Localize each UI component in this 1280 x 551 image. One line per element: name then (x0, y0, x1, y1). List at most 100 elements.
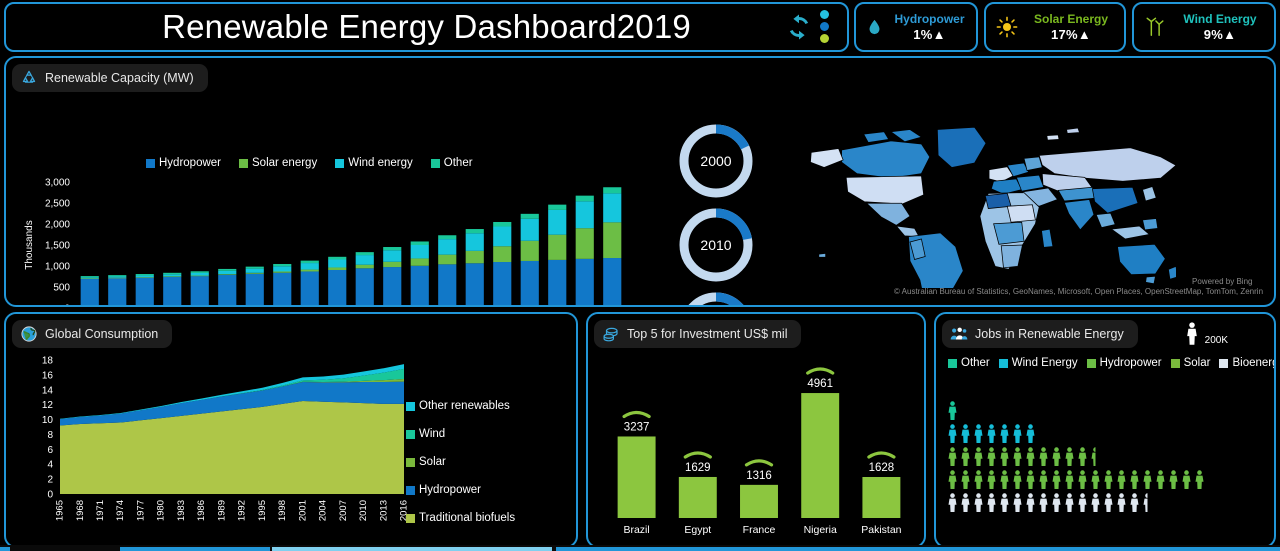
jobs-legend-item-hydropower[interactable]: Hydropower (1086, 357, 1162, 369)
legend-item-solar-energy[interactable]: Solar energy (239, 157, 317, 169)
globe-icon (21, 326, 37, 342)
person-icon (961, 493, 970, 512)
legend-label-solar: Solar (419, 456, 446, 468)
legend-item-other-renewables[interactable]: Other renewables (406, 400, 515, 412)
legend-item-wind-energy[interactable]: Wind energy (335, 157, 413, 169)
svg-text:1989: 1989 (216, 500, 227, 521)
person-icon (1130, 470, 1139, 489)
legend-swatch-solar-energy (239, 158, 248, 168)
svg-text:500: 500 (53, 283, 70, 294)
recycle-icon (22, 70, 36, 83)
dashboard-title-bar: Renewable Energy Dashboard2019 (4, 2, 849, 52)
jobs-legend-item-solar[interactable]: Solar (1170, 357, 1210, 369)
legend-label-solar-energy: Solar energy (252, 157, 318, 169)
water-drop-icon (869, 19, 880, 35)
legend-swatch-solar (406, 457, 415, 467)
person-icon (961, 447, 970, 466)
jobs-pictogram-chart[interactable] (946, 400, 1206, 513)
legend-item-solar[interactable]: Solar (406, 456, 515, 468)
svg-text:1968: 1968 (75, 500, 86, 521)
jobs-title: Jobs in Renewable Energy (975, 327, 1124, 341)
person-icon (948, 401, 957, 420)
kpi-card-wind-energy[interactable]: Wind Energy 9%▲ (1132, 2, 1276, 52)
donut-2019[interactable]: 2019 (675, 288, 757, 305)
renewable-capacity-panel: Renewable Capacity (MW) Hydropower Solar… (4, 56, 1276, 307)
person-icon (948, 424, 957, 443)
svg-text:1629: 1629 (685, 462, 711, 474)
person-icon (1091, 493, 1100, 512)
jobs-pictogram-row-solar[interactable] (946, 469, 1206, 490)
kpi-value-wind-energy: 9%▲ (1203, 26, 1237, 42)
svg-text:1628: 1628 (869, 462, 895, 474)
legend-label-traditional-biofuels: Traditional biofuels (419, 512, 516, 524)
person-icon (987, 447, 996, 466)
jobs-legend-item-bioenergy[interactable]: Bioenergy (1219, 357, 1274, 369)
svg-text:1965: 1965 (55, 500, 66, 521)
jobs-pictogram-row-bioenergy[interactable] (946, 492, 1206, 513)
jobs-legend-label-wind-energy: Wind Energy (1011, 357, 1078, 369)
brand-logo (784, 10, 829, 43)
svg-text:Pakistan: Pakistan (861, 524, 901, 536)
jobs-unit-label: 200K (1204, 335, 1228, 346)
svg-text:2: 2 (47, 475, 53, 486)
person-icon (1000, 424, 1009, 443)
svg-text:3,000: 3,000 (45, 178, 70, 189)
brand-dot-1 (820, 10, 829, 19)
jobs-legend-swatch-other (948, 358, 957, 368)
jobs-pictogram-row-other[interactable] (946, 400, 1206, 421)
person-icon (974, 424, 983, 443)
page-title: Renewable Energy Dashboard2019 (162, 8, 691, 45)
renewable-capacity-header: Renewable Capacity (MW) (12, 64, 208, 92)
jobs-legend-label-hydropower: Hydropower (1099, 357, 1162, 369)
refresh-sync-icon[interactable] (784, 12, 814, 42)
legend-swatch-hydropower (146, 158, 155, 168)
person-icon (1104, 470, 1113, 489)
global-consumption-chart[interactable]: 0 2 4 6 8 10 12 14 16 18 1965 1968 1971 1974 1977 1980 1… (14, 356, 414, 546)
legend-item-other[interactable]: Other (430, 157, 473, 169)
kpi-card-hydropower[interactable]: Hydropower 1%▲ (854, 2, 978, 52)
person-icon (1078, 447, 1087, 466)
person-icon (1078, 493, 1087, 512)
svg-text:16: 16 (42, 370, 54, 381)
person-icon (987, 493, 996, 512)
percent-renewable-donuts: 200020102019%Renewable (661, 120, 773, 305)
jobs-renewable-energy-panel: Jobs in Renewable Energy 200K Other Wind … (934, 312, 1276, 548)
person-icon (1065, 447, 1074, 466)
person-icon (1156, 470, 1165, 489)
top5-investment-chart[interactable]: 3237 Brazil 1629 Egypt 1316 France 4961 Nigeria… (592, 354, 922, 544)
svg-text:3237: 3237 (624, 421, 650, 433)
person-icon (948, 447, 957, 466)
bottom-strip-seg-2 (120, 547, 270, 551)
person-icon (1052, 470, 1061, 489)
person-icon (1039, 447, 1048, 466)
brand-dots (820, 10, 829, 43)
jobs-pictogram-row-wind-energy[interactable] (946, 423, 1206, 444)
kpi-card-solar-energy[interactable]: Solar Energy 17%▲ (984, 2, 1126, 52)
legend-label-other: Other (443, 157, 473, 169)
kpi-label-solar-energy: Solar Energy (1033, 11, 1109, 26)
jobs-legend-item-other[interactable]: Other (948, 357, 990, 369)
jobs-legend-item-wind-energy[interactable]: Wind Energy (998, 357, 1078, 369)
person-icon (1065, 493, 1074, 512)
svg-text:14: 14 (42, 385, 54, 396)
renewable-capacity-chart[interactable]: 05001,0001,5002,0002,5003,000Thousands20… (18, 176, 638, 307)
donut-2010[interactable]: 2010 (675, 204, 757, 286)
donut-2000[interactable]: 2000 (675, 120, 757, 202)
legend-item-wind[interactable]: Wind (406, 428, 515, 440)
person-icon (1000, 470, 1009, 489)
legend-item-hydropower[interactable]: Hydropower (406, 484, 515, 496)
map-powered-by: Powered by Bing (1192, 277, 1253, 286)
svg-text:2016: 2016 (399, 500, 410, 521)
world-map[interactable] (796, 120, 1176, 288)
svg-text:Nigeria: Nigeria (804, 524, 837, 536)
jobs-pictogram-row-hydropower[interactable] (946, 446, 1206, 467)
kpi-value-hydropower: 1%▲ (913, 26, 946, 42)
legend-item-hydropower[interactable]: Hydropower (146, 157, 221, 169)
person-icon (1104, 493, 1113, 512)
legend-item-traditional-biofuels[interactable]: Traditional biofuels (406, 512, 515, 524)
svg-text:1974: 1974 (115, 500, 126, 521)
legend-swatch-other (430, 158, 440, 168)
top5-investment-header: Top 5 for Investment US$ mil (594, 320, 802, 348)
person-icon (1091, 447, 1096, 466)
